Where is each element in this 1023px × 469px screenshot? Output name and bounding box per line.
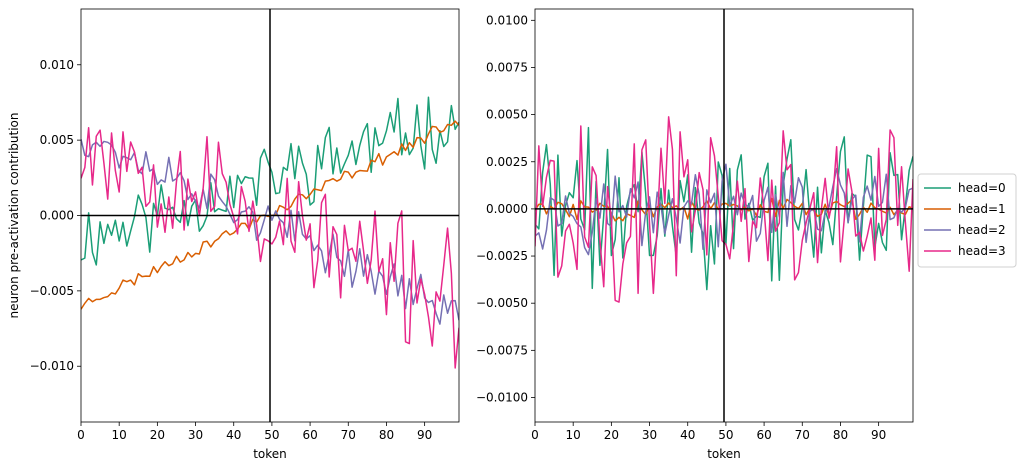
y-tick-label: 0.000 — [40, 209, 74, 223]
x-tick-label: 20 — [604, 428, 619, 442]
y-tick-label: −0.0100 — [476, 390, 528, 404]
y-axis-label: neuron pre-activation contribution — [7, 113, 21, 319]
x-tick-label: 0 — [531, 428, 539, 442]
y-tick-label: −0.0075 — [476, 343, 528, 357]
x-tick-label: 80 — [379, 428, 394, 442]
x-tick-label: 0 — [77, 428, 85, 442]
y-tick-label: −0.0025 — [476, 249, 528, 263]
y-tick-label: 0.0100 — [486, 13, 528, 27]
x-tick-label: 90 — [417, 428, 432, 442]
y-tick-label: 0.010 — [40, 58, 74, 72]
x-tick-label: 80 — [833, 428, 848, 442]
x-tick-label: 60 — [302, 428, 317, 442]
x-tick-label: 30 — [188, 428, 203, 442]
x-tick-label: 50 — [718, 428, 733, 442]
legend-label: head=3 — [958, 244, 1006, 258]
y-tick-label: −0.005 — [30, 284, 74, 298]
legend-label: head=2 — [958, 223, 1006, 237]
x-tick-label: 10 — [566, 428, 581, 442]
legend-label: head=1 — [958, 202, 1006, 216]
x-axis-label: token — [253, 447, 287, 461]
y-tick-label: 0.0075 — [486, 60, 528, 74]
x-tick-label: 70 — [341, 428, 356, 442]
y-tick-label: −0.010 — [30, 359, 74, 373]
legend: head=0 head=1 head=2 head=3 — [917, 173, 1017, 268]
x-tick-label: 70 — [795, 428, 810, 442]
legend-label: head=0 — [958, 181, 1006, 195]
x-axis-label: token — [707, 447, 741, 461]
x-tick-label: 40 — [226, 428, 241, 442]
y-tick-label: 0.0025 — [486, 155, 528, 169]
x-tick-label: 20 — [150, 428, 165, 442]
y-tick-label: 0.005 — [40, 133, 74, 147]
x-tick-label: 30 — [642, 428, 657, 442]
legend-frame — [917, 173, 1017, 268]
x-tick-label: 40 — [680, 428, 695, 442]
right-chart-panel: 0 10 20 30 40 50 60 70 80 90 −0.0100 −0.0075 −0.0050… — [476, 8, 914, 461]
left-chart-panel: 0 10 20 30 40 50 60 70 80 90 −0.010 −0.005 0.000 0.00… — [7, 8, 460, 461]
x-tick-label: 10 — [112, 428, 127, 442]
x-tick-label: 90 — [871, 428, 886, 442]
plot-frame — [534, 8, 914, 423]
y-tick-label: 0.0050 — [486, 108, 528, 122]
x-tick-label: 60 — [756, 428, 771, 442]
x-tick-label: 50 — [264, 428, 279, 442]
y-tick-label: −0.0050 — [476, 296, 528, 310]
y-tick-label: 0.0000 — [486, 202, 528, 216]
